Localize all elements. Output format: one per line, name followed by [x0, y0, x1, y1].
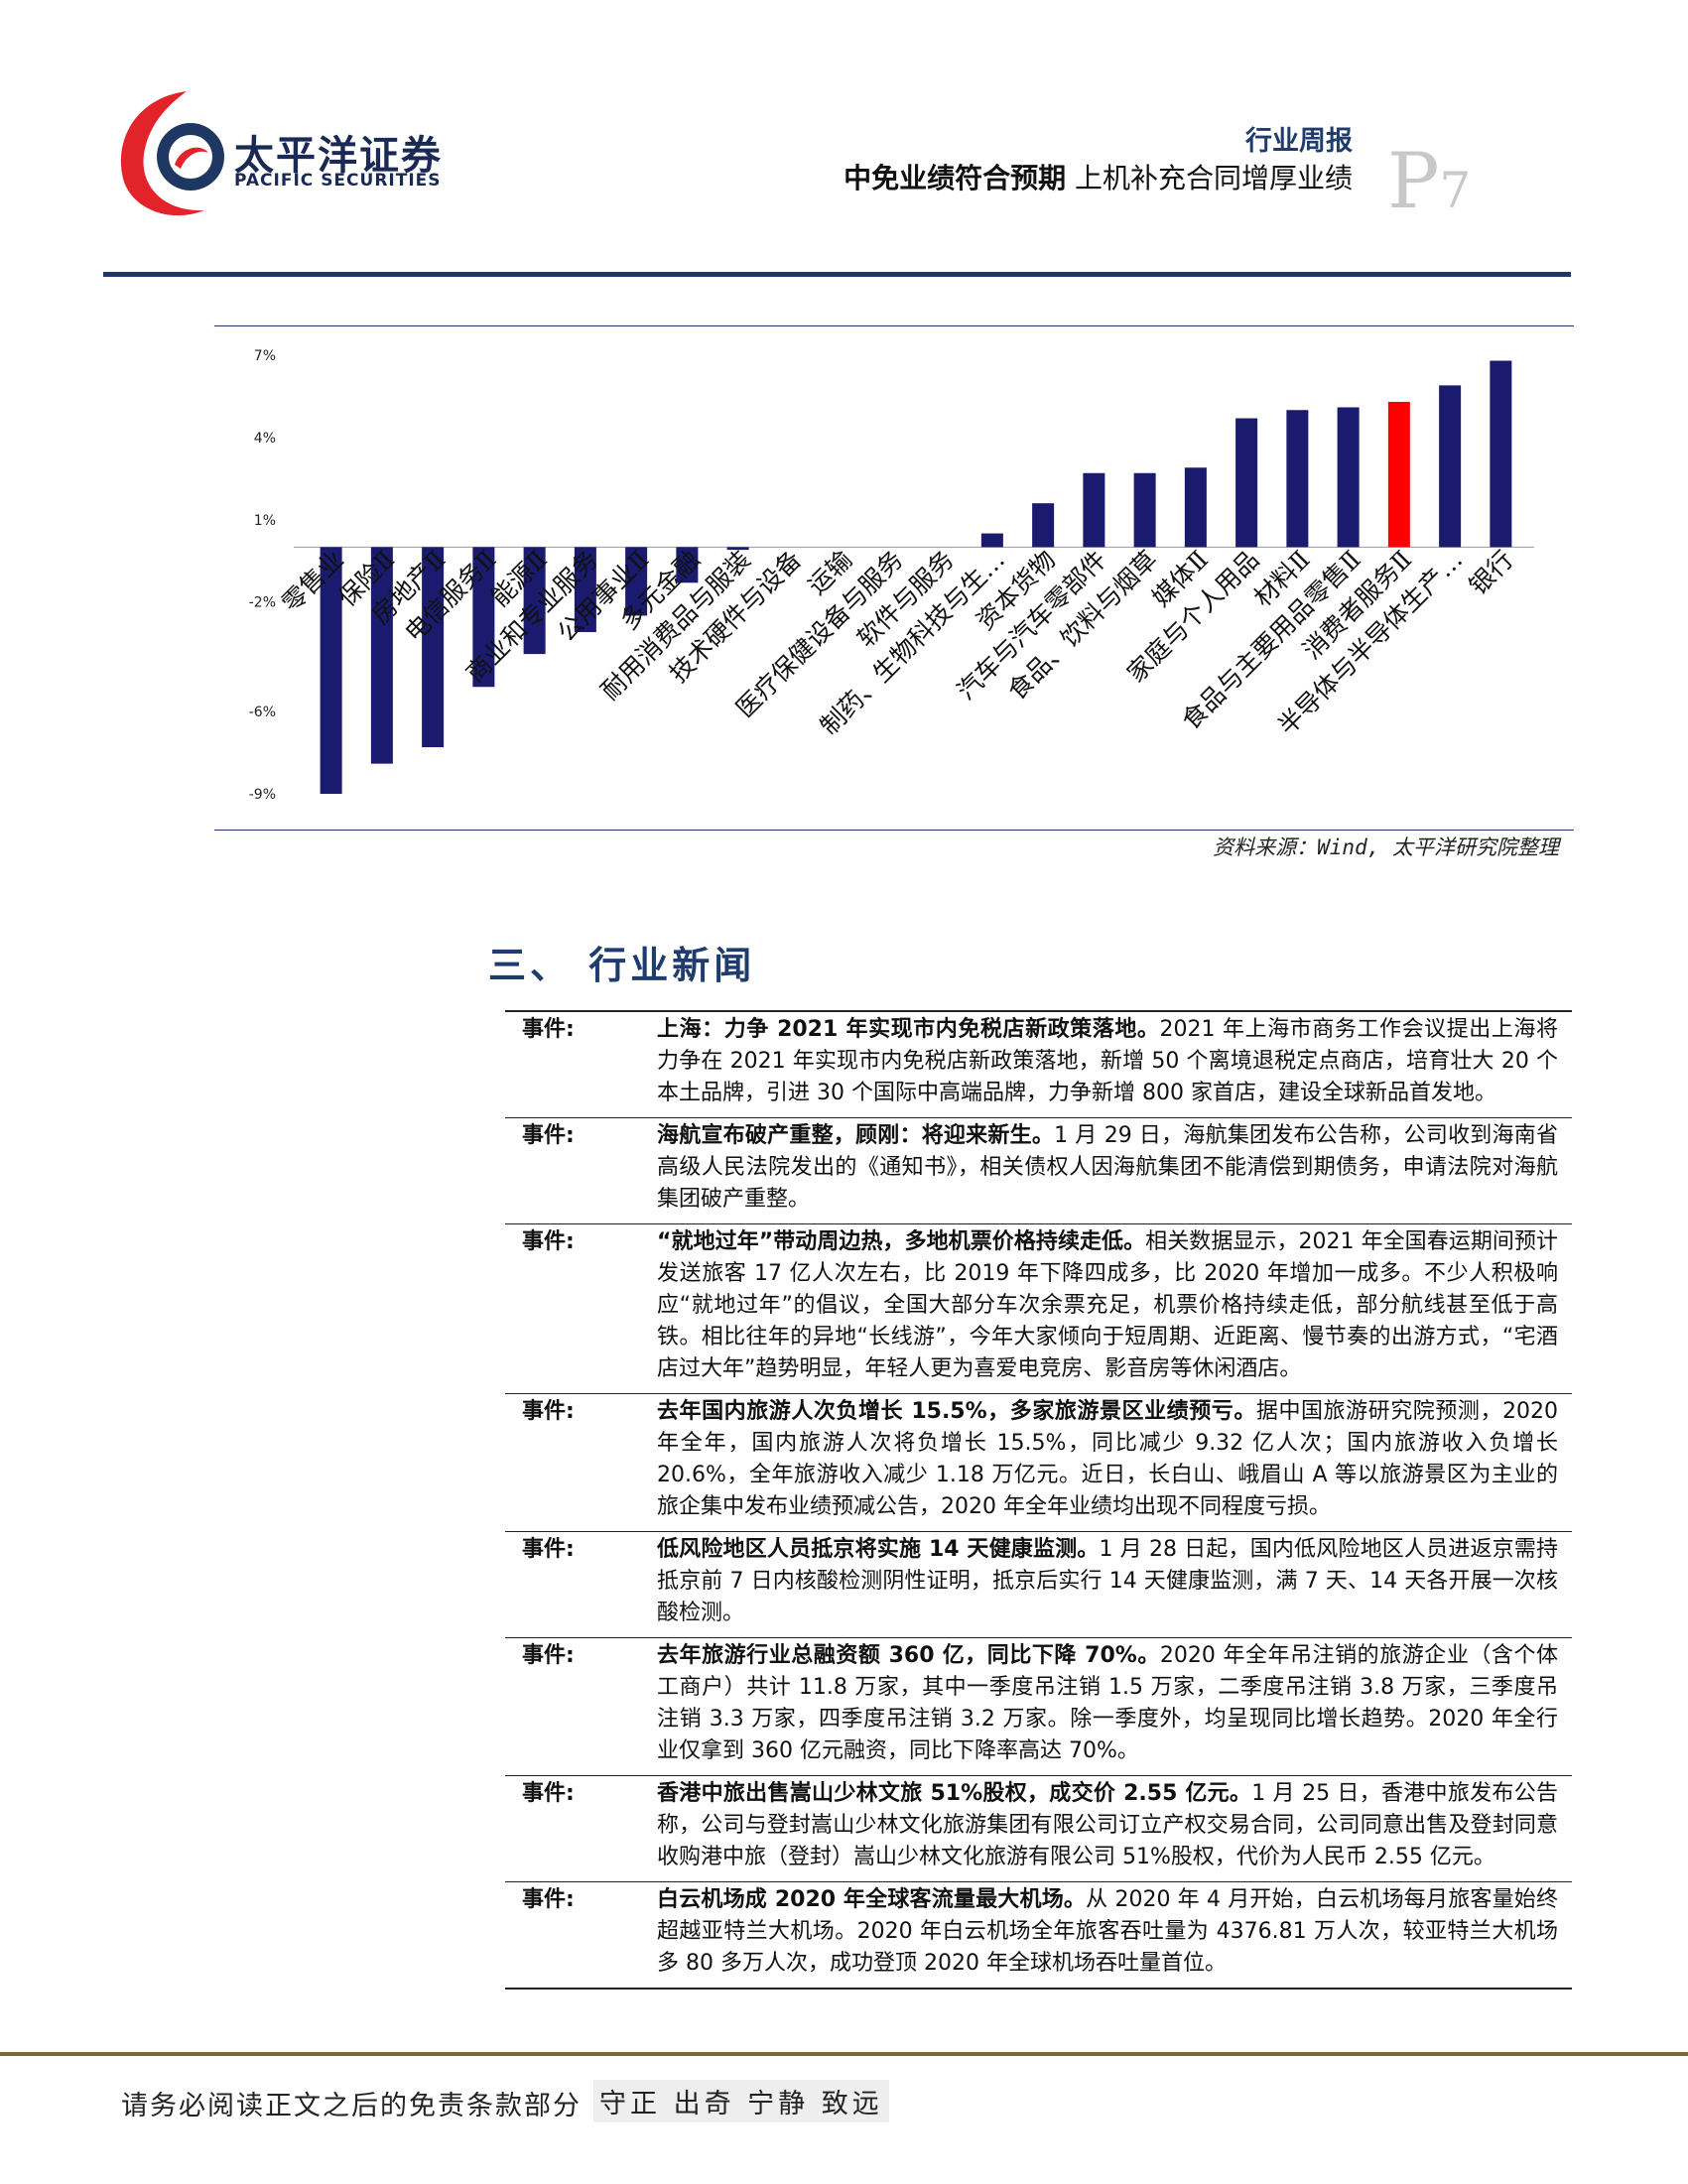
chart-bar	[1490, 360, 1512, 548]
news-body: 相关数据显示，2021 年全国春运期间预计发送旅客 17 亿人次左右，比 201…	[657, 1229, 1558, 1381]
y-tick-label: -2%	[249, 595, 276, 611]
chart-frame-top	[214, 325, 1574, 326]
news-label: 事件:	[522, 1017, 575, 1042]
footer-divider	[0, 2052, 1688, 2056]
news-row: 事件: 上海：力争 2021 年实现市内免税店新政策落地。2021 年上海市商务工…	[505, 1012, 1572, 1118]
news-row: 事件: 海航宣布破产重整，顾刚：将迎来新生。1 月 29 日，海航集团发布公告称，…	[505, 1118, 1572, 1224]
x-tick-label: 银行	[1464, 545, 1519, 600]
chart-bar	[320, 547, 342, 794]
chart-bar	[1032, 503, 1055, 548]
news-text: “就地过年”带动周边热，多地机票价格持续走低。相关数据显示，2021 年全国春运…	[657, 1226, 1572, 1385]
page-number-digit: 7	[1439, 162, 1472, 219]
chart-bar	[625, 547, 648, 616]
chart-bar	[726, 547, 749, 551]
news-label: 事件:	[522, 1643, 575, 1668]
news-label: 事件:	[522, 1537, 575, 1562]
news-text: 白云机场成 2020 年全球客流量最大机场。从 2020 年 4 月开始，白云机…	[657, 1884, 1572, 1980]
chart-bar	[422, 547, 445, 748]
news-row: 事件: 香港中旅出售嵩山少林文旅 51%股权，成交价 2.55 亿元。1 月 25…	[505, 1776, 1572, 1882]
news-headline: 白云机场成 2020 年全球客流量最大机场。	[657, 1887, 1087, 1912]
section-title: 三、 行业新闻	[488, 944, 756, 987]
chart-bar	[1286, 410, 1309, 548]
news-text: 低风险地区人员抵京将实施 14 天健康监测。1 月 28 日起，国内低风险地区人…	[657, 1534, 1572, 1629]
news-row: 事件: 低风险地区人员抵京将实施 14 天健康监测。1 月 28 日起，国内低风险…	[505, 1532, 1572, 1638]
footer-disclaimer: 请务必阅读正文之后的免责条款部分	[121, 2091, 582, 2121]
news-label: 事件:	[522, 1887, 575, 1912]
company-logo	[109, 87, 258, 221]
page-letter: P	[1387, 137, 1440, 226]
brand-name-en: PACIFIC SECURITIES	[234, 171, 442, 191]
news-body: 1 月 25 日，香港中旅发布公告称，公司与登封嵩山少林文化旅游集团有限公司订立…	[657, 1781, 1558, 1869]
news-headline: 去年旅游行业总融资额 360 亿，同比下降 70%。	[657, 1643, 1160, 1668]
news-label: 事件:	[522, 1399, 575, 1424]
chart-bar	[1235, 418, 1258, 548]
news-body: 从 2020 年 4 月开始，白云机场每月旅客量始终超越亚特兰大机场。2020 …	[657, 1887, 1558, 1976]
chart-bar	[1337, 407, 1360, 548]
news-body: 1 月 29 日，海航集团发布公告称，公司收到海南省高级人民法院发出的《通知书》…	[657, 1123, 1558, 1212]
chart-bar	[980, 533, 1003, 548]
news-body: 2020 年全年吊注销的旅游企业（含个体工商户）共计 11.8 万家，其中一季度…	[657, 1643, 1559, 1763]
news-text: 香港中旅出售嵩山少林文旅 51%股权，成交价 2.55 亿元。1 月 25 日，…	[657, 1778, 1572, 1873]
footer-motto: 守正 出奇 宁静 致远	[593, 2080, 889, 2122]
news-row: 事件: 去年旅游行业总融资额 360 亿，同比下降 70%。2020 年全年吊注销…	[505, 1638, 1572, 1776]
chart-bar	[370, 547, 393, 764]
chart-bar	[1439, 385, 1462, 548]
y-tick-label: -9%	[249, 787, 276, 803]
chart-bar	[1387, 401, 1410, 548]
chart-bar	[1133, 472, 1156, 548]
report-title-bold: 中免业绩符合预期	[844, 162, 1067, 194]
news-body: 据中国旅游研究院预测，2020 年全年，国内旅游人次将负增长 15.5%，同比减…	[657, 1399, 1558, 1519]
news-headline: 去年国内旅游人次负增长 15.5%，多家旅游景区业绩预亏。	[657, 1399, 1256, 1424]
news-headline: 香港中旅出售嵩山少林文旅 51%股权，成交价 2.55 亿元。	[657, 1781, 1252, 1806]
chart-frame-bottom	[214, 830, 1574, 831]
news-headline: “就地过年”带动周边热，多地机票价格持续走低。	[657, 1229, 1146, 1254]
chart-bar	[1083, 472, 1105, 548]
news-row: 事件: 白云机场成 2020 年全球客流量最大机场。从 2020 年 4 月开始，…	[505, 1882, 1572, 1990]
report-type: 行业周报	[1245, 126, 1353, 157]
y-tick-label: 4%	[254, 431, 276, 447]
y-tick-label: 7%	[254, 348, 276, 364]
news-label: 事件:	[522, 1781, 575, 1806]
news-text: 海航宣布破产重整，顾刚：将迎来新生。1 月 29 日，海航集团发布公告称，公司收…	[657, 1120, 1572, 1216]
chart-bar	[523, 547, 546, 655]
news-text: 去年国内旅游人次负增长 15.5%，多家旅游景区业绩预亏。据中国旅游研究院预测，…	[657, 1396, 1572, 1523]
chart-source: 资料来源：Wind, 太平洋研究院整理	[1213, 835, 1559, 859]
news-text: 去年旅游行业总融资额 360 亿，同比下降 70%。2020 年全年吊注销的旅游…	[657, 1640, 1572, 1767]
chart-bar	[472, 547, 495, 688]
news-headline: 海航宣布破产重整，顾刚：将迎来新生。	[657, 1123, 1055, 1148]
news-table: 事件: 上海：力争 2021 年实现市内免税店新政策落地。2021 年上海市商务工…	[505, 1010, 1572, 1990]
news-body: 1 月 28 日起，国内低风险地区人员进返京需持抵京前 7 日内核酸检测阴性证明…	[657, 1537, 1558, 1625]
chart-bar	[676, 547, 699, 583]
news-body: 2021 年上海市商务工作会议提出上海将力争在 2021 年实现市内免税店新政策…	[657, 1017, 1558, 1105]
report-title-rest: 上机补充合同增厚业绩	[1074, 162, 1353, 194]
industry-bar-chart: 7%4%1%-2%-6%-9%零售业保险Ⅱ房地产Ⅱ电信服务Ⅱ能源Ⅱ商业和专业服务…	[249, 348, 1534, 803]
brand-name-cn: 太平洋证券	[234, 133, 443, 179]
page-number: P7	[1387, 137, 1471, 226]
chart-bar	[574, 547, 596, 633]
news-headline: 低风险地区人员抵京将实施 14 天健康监测。	[657, 1537, 1100, 1562]
news-row: 事件: 去年国内旅游人次负增长 15.5%，多家旅游景区业绩预亏。据中国旅游研究院…	[505, 1394, 1572, 1532]
news-headline: 上海：力争 2021 年实现市内免税店新政策落地。	[657, 1017, 1160, 1042]
header-divider	[103, 272, 1571, 277]
news-label: 事件:	[522, 1229, 575, 1254]
y-tick-label: 1%	[254, 513, 276, 529]
report-title: 中免业绩符合预期 上机补充合同增厚业绩	[844, 157, 1353, 196]
chart-bar	[1184, 467, 1207, 548]
news-text: 上海：力争 2021 年实现市内免税店新政策落地。2021 年上海市商务工作会议…	[657, 1014, 1572, 1109]
y-tick-label: -6%	[249, 705, 276, 720]
news-row: 事件: “就地过年”带动周边热，多地机票价格持续走低。相关数据显示，2021 年全…	[505, 1224, 1572, 1394]
news-label: 事件:	[522, 1123, 575, 1148]
